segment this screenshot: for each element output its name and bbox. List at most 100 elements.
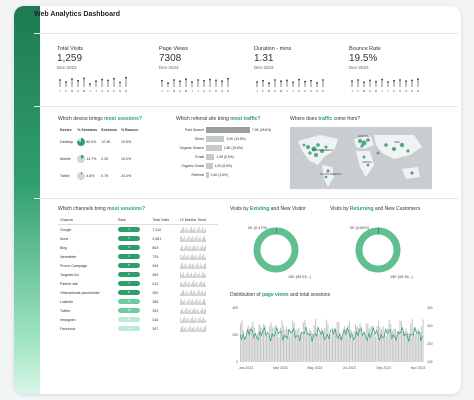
trend-bar [201, 244, 203, 251]
page-views-bar [310, 330, 312, 362]
rank-badge: 9 [117, 299, 140, 304]
x-tick: Mar 2023 [273, 366, 287, 370]
referral-row[interactable]: Paid Search 7,0K (45.8%) [176, 127, 284, 133]
rank-badge: 1 [117, 227, 140, 232]
table-row[interactable]: Mobile 14.7% 2.2K 19.0% [58, 150, 140, 167]
table-row[interactable]: Facebook 12 267 [58, 324, 218, 333]
table-row[interactable]: Tablet 4.8% 0.7K 24.0% [58, 167, 140, 184]
month-label: J [59, 89, 61, 93]
map-label: SOUTH AMERICA [320, 173, 342, 176]
trend-bar [189, 302, 191, 305]
col-device[interactable]: Device [60, 128, 72, 132]
referral-row[interactable]: Referral 0,4K (2.6%) [176, 172, 284, 178]
section-title-text: and New Customers [373, 206, 421, 212]
channel-name: Partner site [60, 281, 78, 286]
table-row[interactable]: Promo Campaign 5 494 [58, 261, 218, 270]
col-pct-sessions[interactable]: % Sessions [77, 128, 98, 132]
table-row[interactable]: Google 1 7,210 [58, 225, 218, 235]
month-label: M [83, 89, 86, 93]
trend-bar [197, 308, 199, 314]
month-label: A [203, 89, 205, 93]
trend-bar [204, 298, 205, 305]
sparkline-point [203, 79, 205, 82]
page-views-bar [368, 328, 370, 362]
trend-bar [205, 319, 206, 323]
month-label: J [351, 89, 353, 93]
col-sessions[interactable]: Sessions [101, 128, 117, 132]
trend-bar [180, 298, 182, 305]
trend-bar [200, 280, 202, 287]
trend-bar [201, 227, 203, 233]
col-trend[interactable]: 12 Months Trend [177, 215, 218, 225]
trend-bar [205, 228, 206, 233]
table-row[interactable]: LinkedIn 9 385 [58, 297, 218, 306]
page-views-bar [272, 327, 274, 362]
trend-bar [202, 254, 204, 260]
col-bounce[interactable]: % Bounce [120, 128, 139, 132]
page-views-bar [266, 335, 268, 362]
table-row[interactable]: Partner site 7 410 [58, 279, 218, 288]
existing-visitors-donut[interactable] [253, 227, 299, 273]
page-views-bar [250, 326, 252, 362]
trend-bar [196, 246, 198, 251]
table-row[interactable]: Bing 3 803 [58, 243, 218, 252]
referral-row[interactable]: Organic Social 1,0K (6.8%) [176, 163, 284, 169]
trend-bar [182, 262, 183, 269]
referral-row[interactable]: Email 1,3K (8.5%) [176, 154, 284, 160]
page-views-bar [408, 332, 410, 362]
trend-bar [191, 276, 193, 278]
referral-bar [206, 145, 222, 151]
table-row[interactable]: Newsletter 4 729 [58, 252, 218, 261]
sparkline-point [274, 79, 276, 81]
page-views-bar [339, 332, 341, 362]
trend-bar [187, 311, 189, 314]
traffic-map[interactable]: NORTH AMERICA EUROPE ASIA SOUTH AMERICA … [290, 127, 432, 189]
table-row[interactable]: Twitter 10 332 [58, 306, 218, 315]
trend-bar [204, 275, 205, 278]
referral-row[interactable]: Organic Search 2,6K (16.8%) [176, 145, 284, 151]
table-row[interactable]: Desktop 80.5% 12.3K 19.5% [58, 133, 140, 150]
distribution-chart[interactable]: 400 200 0 400 300 200 100 Jan 2023 Mar 2023 May 2… [228, 302, 438, 374]
trend-bar [204, 292, 205, 296]
device-name: Mobile [60, 156, 71, 161]
channel-visits: 803 [152, 245, 159, 250]
trend-bar [186, 290, 188, 296]
trend-bar [195, 317, 196, 323]
page-views-bar [379, 326, 381, 362]
month-label: O [215, 89, 218, 93]
referral-bar [206, 172, 209, 178]
col-total-visits[interactable]: Total Visits [150, 215, 178, 225]
trend-bar [200, 309, 202, 314]
returning-customers-donut[interactable] [355, 227, 401, 273]
page-views-bar [344, 325, 346, 362]
month-label: J [387, 89, 389, 93]
table-row[interactable]: Otherwebsite placeholder 8 390 [58, 288, 218, 297]
table-row[interactable]: Instagram 11 316 [58, 315, 218, 324]
sparkline-point [393, 79, 395, 82]
col-channel[interactable]: Channel [58, 215, 116, 225]
page-views-bar [322, 331, 324, 362]
trend-bar [183, 312, 184, 314]
trend-bar [200, 326, 202, 332]
referral-bar [206, 136, 225, 142]
trend-bar [184, 282, 185, 287]
device-pct: 14.7% [86, 156, 97, 161]
trend-sparkline [179, 271, 206, 278]
table-row[interactable]: Targeted Ad 6 459 [58, 270, 218, 279]
sparkline-point [351, 80, 353, 83]
table-row[interactable]: None 2 2,651 [58, 234, 218, 243]
section-title-highlight: most sessions? [107, 206, 145, 212]
page-views-bar [397, 331, 400, 362]
referral-label: Referral [191, 173, 204, 177]
referral-row[interactable]: Direct 3,0K (19.5%) [176, 136, 284, 142]
trend-bar [201, 238, 203, 242]
trend-bar [186, 267, 188, 269]
sparkline-point [209, 78, 211, 81]
trend-bar [191, 253, 193, 260]
col-rank[interactable]: Rank [115, 215, 151, 225]
